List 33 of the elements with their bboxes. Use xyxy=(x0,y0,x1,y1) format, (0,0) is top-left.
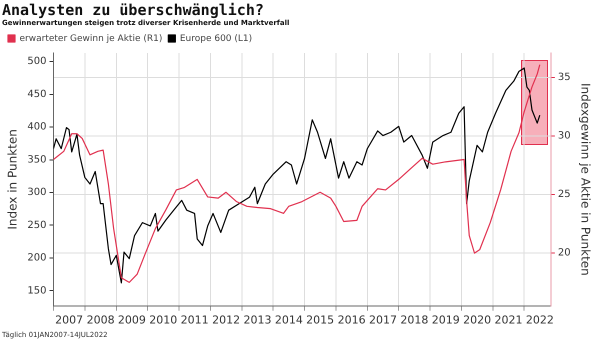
x-tick-label: 2021 xyxy=(494,313,523,326)
x-tick-label: 2015 xyxy=(306,313,334,326)
y-tick-label: 500 xyxy=(27,56,46,68)
x-tick-label: 2008 xyxy=(86,313,115,326)
x-tick-label: 2022 xyxy=(526,313,554,326)
y-tick-label: 450 xyxy=(27,88,46,100)
y2-tick-label: 25 xyxy=(558,189,571,200)
y-tick-label: 150 xyxy=(27,285,46,296)
chart-title: Analysten zu überschwänglich? xyxy=(2,1,264,19)
y-axis-title: Index in Punkten xyxy=(5,129,20,230)
x-tick-label: 2019 xyxy=(432,313,460,326)
x-tick-label: 2020 xyxy=(463,313,492,326)
x-tick-label: 2018 xyxy=(400,313,428,326)
x-tick-label: 2012 xyxy=(212,313,240,326)
y2-tick-label: 30 xyxy=(558,130,571,142)
y-tick-label: 350 xyxy=(27,154,46,166)
y-tick-label: 200 xyxy=(27,252,46,264)
x-tick-label: 2009 xyxy=(118,313,146,326)
x-tick-label: 2010 xyxy=(149,313,178,326)
y-tick-label: 300 xyxy=(27,187,46,198)
x-tick-label: 2016 xyxy=(338,313,366,326)
legend-label: Europe 600 (L1) xyxy=(180,34,252,44)
legend-label: erwarteter Gewinn je Aktie (R1) xyxy=(20,34,162,44)
x-tick-label: 2013 xyxy=(243,313,272,326)
y-tick-label: 250 xyxy=(27,220,46,231)
y2-axis-title: Indexgewinn je Aktie in Punkten xyxy=(578,83,593,276)
x-tick-label: 2007 xyxy=(55,313,84,326)
y-tick-label: 400 xyxy=(27,122,46,133)
x-tick-label: 2011 xyxy=(180,313,209,326)
x-tick-label: 2017 xyxy=(368,313,397,326)
x-tick-label: 2014 xyxy=(274,313,303,326)
y2-tick-label: 20 xyxy=(558,248,571,259)
y2-tick-label: 35 xyxy=(558,72,571,84)
